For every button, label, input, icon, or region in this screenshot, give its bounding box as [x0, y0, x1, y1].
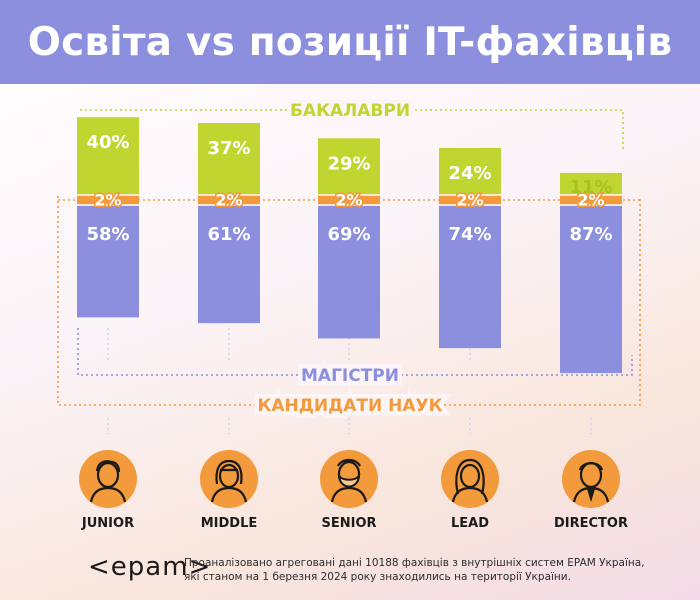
stacked-bar-chart: 40%2%58%37%2%61%29%2%69%24%2%74%11%2%87%… — [57, 97, 641, 434]
bar-phd — [77, 194, 139, 206]
junior-avatar-icon — [79, 450, 137, 508]
masters-guide-line — [77, 328, 633, 376]
phd-guide-line — [57, 196, 641, 406]
bar-label-bachelors: 40% — [86, 132, 129, 153]
director-avatar-icon — [562, 450, 620, 508]
bar-label-bachelors: 29% — [327, 153, 370, 174]
bar-phd — [318, 194, 380, 206]
bar-phd — [560, 194, 622, 206]
header-banner: Освіта vs позиції IT-фахівців — [0, 0, 700, 84]
bar-label-bachelors: 24% — [448, 163, 491, 184]
bar-label-masters: 74% — [448, 224, 491, 245]
bachelors-guide-line — [80, 109, 624, 152]
bar-bachelors — [439, 147, 501, 194]
page-title: Освіта vs позиції IT-фахівців — [27, 19, 673, 65]
tick-label-senior: SENIOR — [321, 516, 377, 531]
bar-masters — [77, 206, 139, 318]
bar-label-phd: 2% — [335, 191, 362, 210]
epam-logo: <epam> — [88, 552, 212, 582]
bar-label-phd: 2% — [215, 191, 242, 210]
tick-label-lead: LEAD — [450, 516, 490, 531]
bar-masters — [560, 206, 622, 374]
footer-note: Проаналізовано агреговані дані 10188 фах… — [184, 557, 645, 583]
tick-label-middle: MIDDLE — [200, 516, 258, 531]
bar-label-phd: 2% — [577, 191, 604, 210]
lead-avatar-icon — [441, 450, 499, 508]
bar-phd — [198, 194, 260, 206]
senior-avatar-icon — [320, 450, 378, 508]
bar-bachelors — [318, 138, 380, 194]
bar-label-masters: 58% — [86, 224, 129, 245]
bar-masters — [439, 206, 501, 349]
bar-masters — [318, 206, 380, 339]
tick-label-director: DIRECTOR — [554, 516, 628, 531]
bar-label-phd: 2% — [94, 191, 121, 210]
bar-label-phd: 2% — [456, 191, 483, 210]
bar-label-bachelors: 37% — [207, 138, 250, 159]
bar-masters — [198, 206, 260, 324]
legend-bachelors: БАКАЛАВРИ — [290, 101, 410, 121]
legend-phd: КАНДИДАТИ НАУК — [257, 396, 442, 416]
legend-masters: МАГІСТРИ — [301, 366, 399, 386]
bar-label-masters: 69% — [327, 224, 370, 245]
bar-phd — [439, 194, 501, 206]
bar-label-bachelors: 11% — [569, 177, 612, 198]
middle-avatar-icon — [200, 450, 258, 508]
tick-label-junior: JUNIOR — [81, 516, 135, 531]
bar-bachelors — [198, 122, 260, 194]
bar-label-masters: 87% — [569, 224, 612, 245]
bar-label-masters: 61% — [207, 224, 250, 245]
bar-bachelors — [560, 172, 622, 194]
bar-bachelors — [77, 117, 139, 194]
